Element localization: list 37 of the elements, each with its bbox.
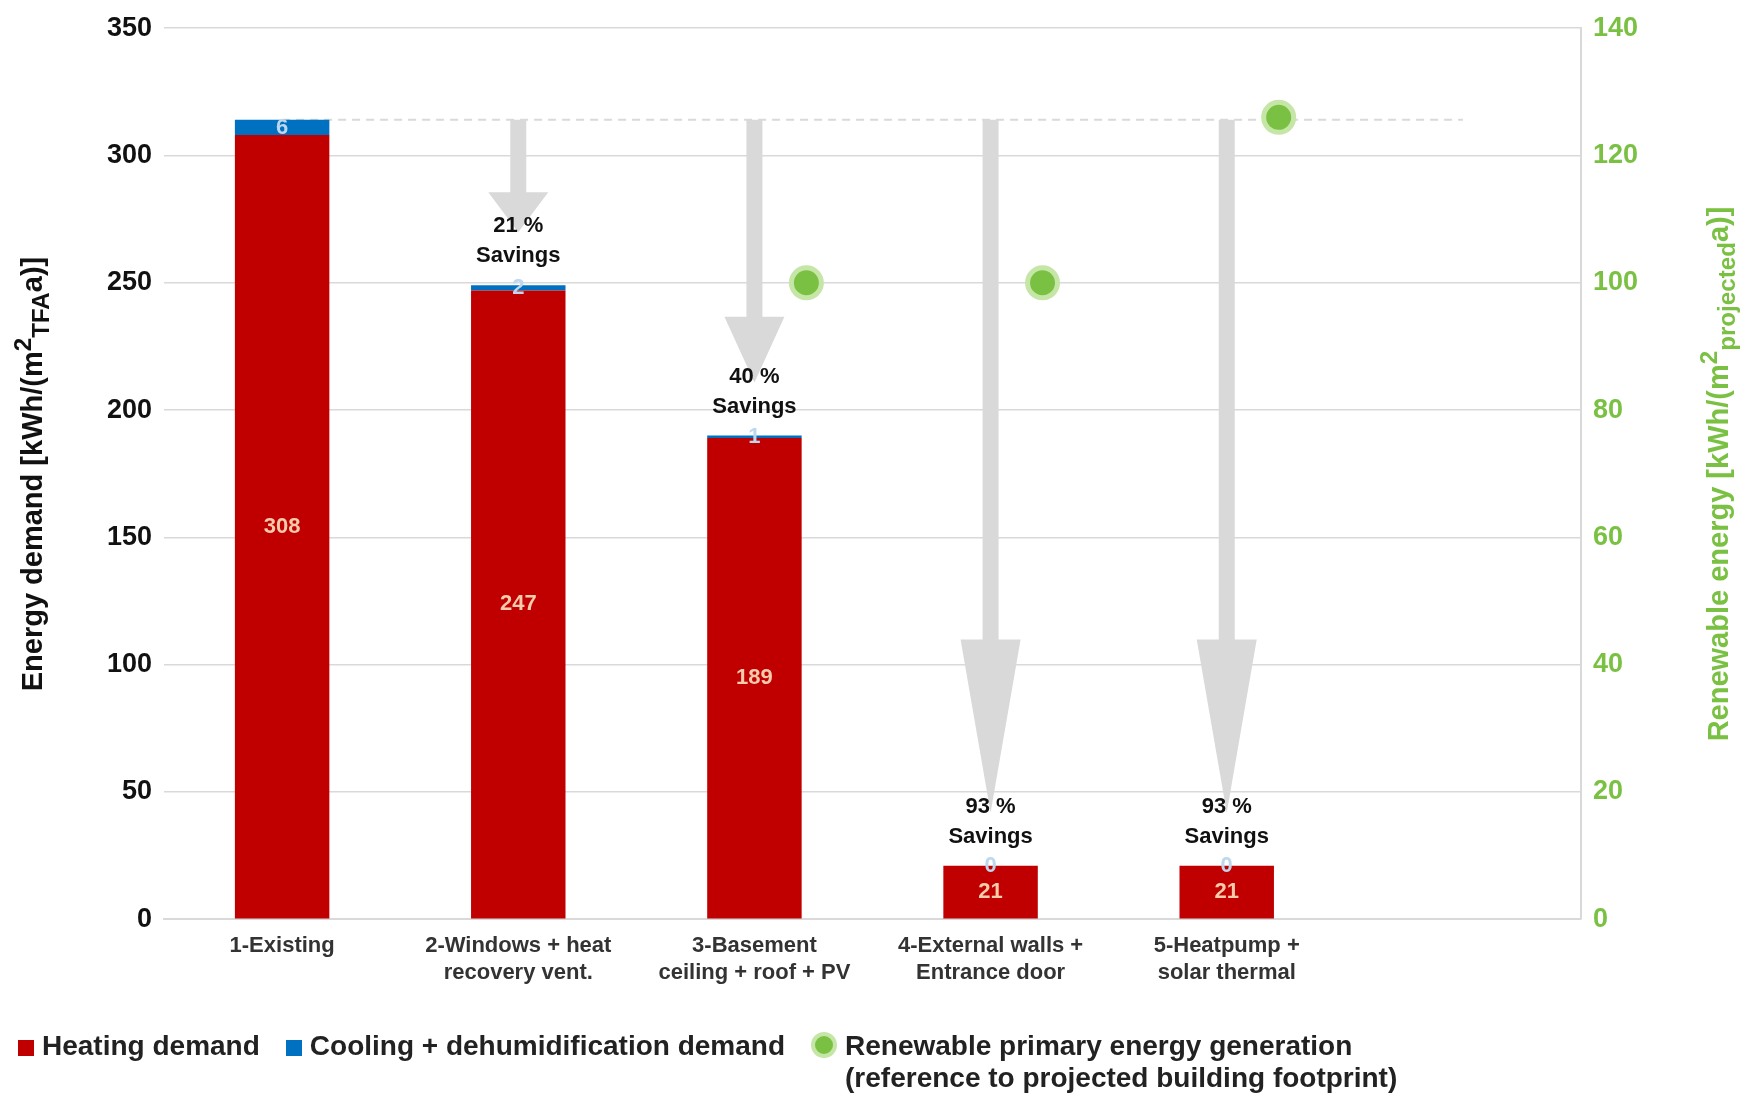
y-tick-label: 200: [106, 393, 153, 424]
data-label: 2: [512, 273, 525, 299]
x-tick-label: 5-Heatpump + solar thermal: [1153, 932, 1300, 984]
data-label: 247: [499, 590, 537, 616]
x-tick-label: 1-Existing: [229, 932, 335, 958]
data-label: 189: [736, 664, 773, 690]
data-label: 1: [748, 422, 761, 448]
y2-tick-label: 100: [1592, 266, 1639, 297]
annotation: 21 % Savings: [476, 212, 561, 268]
data-label: 308: [263, 512, 301, 538]
legend-label: Renewable primary energy generation (reference to projected building footprint): [845, 1030, 1399, 1094]
y-tick-label: 0: [137, 902, 153, 933]
bar: [234, 135, 330, 919]
y2-tick-label: 20: [1592, 775, 1623, 806]
y2-tick-label: 140: [1592, 11, 1639, 42]
data-label: 21: [1214, 878, 1239, 904]
annotation: 93 % Savings: [1184, 792, 1269, 848]
data-label: 6: [276, 113, 289, 139]
annotation: 40 % Savings: [712, 362, 797, 418]
y2-tick-label: 80: [1592, 393, 1623, 424]
y2-tick-label: 120: [1592, 138, 1639, 169]
annotation: 93 % Savings: [948, 792, 1033, 848]
y2-tick-label: 60: [1592, 520, 1623, 551]
x-tick-label: 2-Windows + heat recovery vent.: [425, 932, 613, 984]
y2-tick-label: 0: [1592, 902, 1608, 933]
y-tick-label: 50: [122, 775, 153, 806]
x-tick-label: 3-Basement ceiling + roof + PV: [658, 932, 851, 984]
data-label: 21: [978, 878, 1003, 904]
x-tick-label: 4-External walls + Entrance door: [897, 932, 1084, 984]
y-tick-label: 300: [106, 138, 153, 169]
legend-label: Cooling + dehumidification demand: [309, 1030, 786, 1062]
y-tick-label: 350: [106, 11, 153, 42]
y-tick-label: 250: [106, 266, 153, 297]
y-tick-label: 150: [106, 520, 153, 551]
y-tick-label: 100: [106, 648, 153, 679]
y2-tick-label: 40: [1592, 648, 1623, 679]
legend-label: Heating demand: [42, 1030, 260, 1062]
